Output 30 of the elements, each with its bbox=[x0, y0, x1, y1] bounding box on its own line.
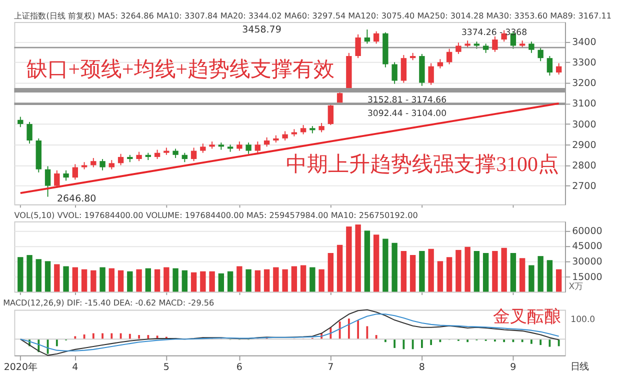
y-tick-label: 3200 bbox=[572, 78, 596, 90]
y-tick-label: 3000 bbox=[572, 119, 596, 130]
x-tick-label: 2020年 bbox=[4, 362, 37, 374]
text: X万 bbox=[568, 282, 584, 292]
x-tick-label: 6 bbox=[236, 362, 242, 374]
y-tick-label: 3400 bbox=[572, 36, 596, 48]
y-tick-label: 2900 bbox=[572, 140, 596, 151]
annotation: 3458.79 bbox=[242, 24, 282, 36]
annotation: 中期上升趋势线强支撑3100点 bbox=[286, 152, 559, 176]
y-tick-label: 3300 bbox=[572, 58, 596, 69]
band-label: 3152.81 - 3174.66 bbox=[367, 96, 447, 106]
x-tick-label: 9 bbox=[510, 362, 516, 374]
text: 100.0 bbox=[570, 315, 596, 326]
annotation: 缺口+颈线+均线+趋势线支撑有效 bbox=[26, 57, 335, 82]
y-tick-label: 60000 bbox=[572, 226, 602, 237]
x-tick-label: 7 bbox=[328, 362, 334, 374]
y-tick-label: 30000 bbox=[572, 256, 602, 268]
x-tick-label: 5 bbox=[163, 362, 170, 374]
band-label: 3374.26 - 3368 bbox=[462, 28, 528, 38]
text: 日线 bbox=[570, 362, 589, 373]
x-tick-label: 4 bbox=[72, 362, 78, 374]
y-tick-label: 3100 bbox=[572, 98, 596, 110]
y-tick-label: 45000 bbox=[572, 241, 602, 252]
annotation: 金叉酝酿 bbox=[493, 307, 562, 326]
y-tick-label: 2700 bbox=[572, 181, 596, 192]
band-label: 3092.44 - 3104.00 bbox=[367, 109, 447, 120]
y-tick-label: 2800 bbox=[572, 160, 596, 172]
annotation: 2646.80 bbox=[56, 193, 96, 204]
x-tick-label: 8 bbox=[418, 362, 425, 374]
y-tick-label: 15000 bbox=[572, 272, 602, 283]
